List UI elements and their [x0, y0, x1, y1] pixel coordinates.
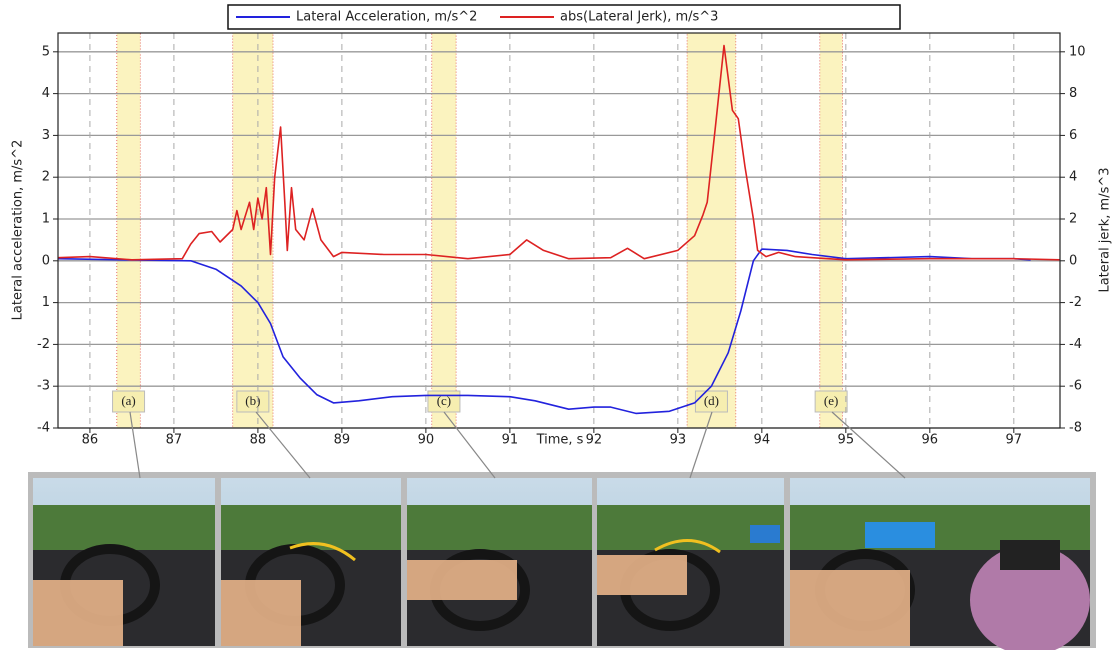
y2-tick-label: 8 [1069, 86, 1077, 101]
x-tick-label: 89 [334, 433, 351, 448]
plot-area [58, 33, 1060, 428]
x-tick-label: 90 [418, 433, 435, 448]
highlight-label: (a) [121, 393, 135, 408]
x-tick-label: 96 [922, 433, 939, 448]
x-tick-label: 87 [166, 433, 183, 448]
x-tick-label: 88 [250, 433, 267, 448]
legend-label: Lateral Acceleration, m/s^2 [296, 10, 477, 25]
x-tick-label: 93 [670, 433, 687, 448]
y-tick-label: 3 [42, 128, 50, 143]
photo [221, 478, 401, 646]
y2-tick-label: -6 [1069, 379, 1082, 394]
y2-tick-label: 2 [1069, 212, 1077, 227]
y-axis-label: Lateral acceleration, m/s^2 [11, 140, 26, 321]
photo [790, 478, 1090, 650]
x-tick-label: 92 [586, 433, 603, 448]
x-tick-label: 94 [754, 433, 771, 448]
highlight-label: (e) [824, 393, 838, 408]
highlight-band [687, 33, 736, 428]
y-tick-label: 5 [42, 44, 50, 59]
y2-tick-label: 10 [1069, 44, 1086, 59]
y-tick-label: 4 [42, 86, 50, 101]
photo [407, 478, 592, 646]
photo [33, 478, 215, 646]
x-tick-label: 97 [1006, 433, 1023, 448]
y2-tick-label: 0 [1069, 253, 1077, 268]
y-tick-label: -4 [37, 421, 50, 436]
highlight-band [117, 33, 141, 428]
x-tick-label: 86 [82, 433, 99, 448]
y-tick-label: 0 [42, 253, 50, 268]
y-tick-label: 1 [42, 295, 50, 310]
y2-tick-label: 4 [1069, 170, 1077, 185]
x-tick-label: 91 [502, 433, 519, 448]
highlight-band [432, 33, 456, 428]
highlight-band [820, 33, 843, 428]
y2-tick-label: -4 [1069, 337, 1082, 352]
y-tick-label: 2 [42, 170, 50, 185]
highlight-band [233, 33, 273, 428]
highlight-label: (d) [704, 393, 719, 408]
y-tick-label: -2 [37, 337, 50, 352]
x-axis-label: Time, s [536, 433, 584, 448]
y2-tick-label: -8 [1069, 421, 1082, 436]
y2-tick-label: -2 [1069, 295, 1082, 310]
y-tick-label: 1 [42, 212, 50, 227]
figure: (a)(b)(c)(d)(e) Time, s Lateral accelera… [0, 0, 1120, 650]
photo [597, 478, 784, 646]
y2-tick-label: 6 [1069, 128, 1077, 143]
legend-label: abs(Lateral Jerk), m/s^3 [560, 10, 718, 25]
y-tick-label: -3 [37, 379, 50, 394]
x-tick-label: 95 [838, 433, 855, 448]
y2-axis-label: Lateral jerk, m/s^3 [1098, 167, 1113, 292]
photos [33, 478, 1090, 650]
